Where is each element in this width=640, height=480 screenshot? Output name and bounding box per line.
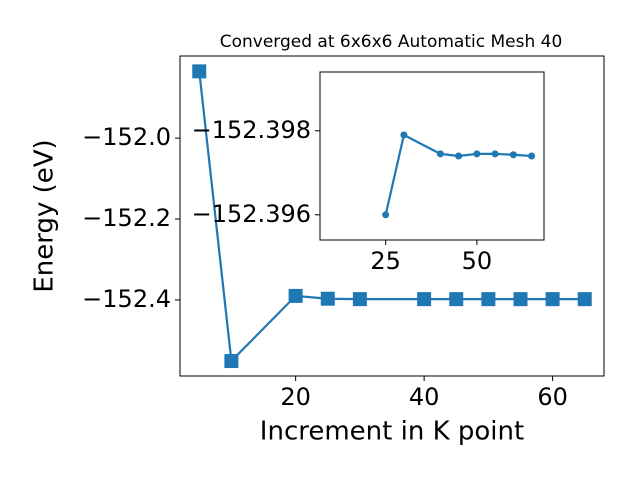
marker [473, 150, 481, 158]
marker [382, 211, 390, 219]
marker [455, 152, 463, 160]
y-tick-label: −152.0 [82, 123, 171, 151]
marker [577, 292, 592, 307]
marker [436, 150, 444, 158]
marker [288, 288, 303, 303]
y-tick-label: −152.398 [192, 116, 311, 144]
y-axis-label: Energy (eV) [30, 139, 60, 292]
x-tick-label: 60 [537, 383, 568, 411]
chart-title: Converged at 6x6x6 Automatic Mesh 40 [220, 32, 563, 52]
marker [545, 292, 560, 307]
marker [192, 64, 207, 79]
marker [509, 151, 517, 159]
marker [352, 292, 367, 307]
marker [528, 152, 536, 160]
x-tick-label: 20 [280, 383, 311, 411]
marker [449, 292, 464, 307]
plot-area [320, 72, 544, 240]
marker [491, 150, 499, 158]
x-tick-label: 50 [462, 247, 493, 275]
y-tick-label: −152.4 [82, 285, 171, 313]
marker [513, 292, 528, 307]
x-tick-label: 25 [370, 247, 401, 275]
marker [400, 131, 408, 139]
y-tick-label: −152.2 [82, 204, 171, 232]
marker [224, 354, 239, 369]
x-tick-label: 40 [409, 383, 440, 411]
marker [481, 292, 496, 307]
axes-frame [319, 71, 545, 241]
x-axis-label: Increment in K point [260, 417, 524, 447]
y-tick-label: −152.396 [192, 200, 311, 228]
marker [320, 291, 335, 306]
marker [417, 292, 432, 307]
axes-frame [179, 55, 605, 377]
